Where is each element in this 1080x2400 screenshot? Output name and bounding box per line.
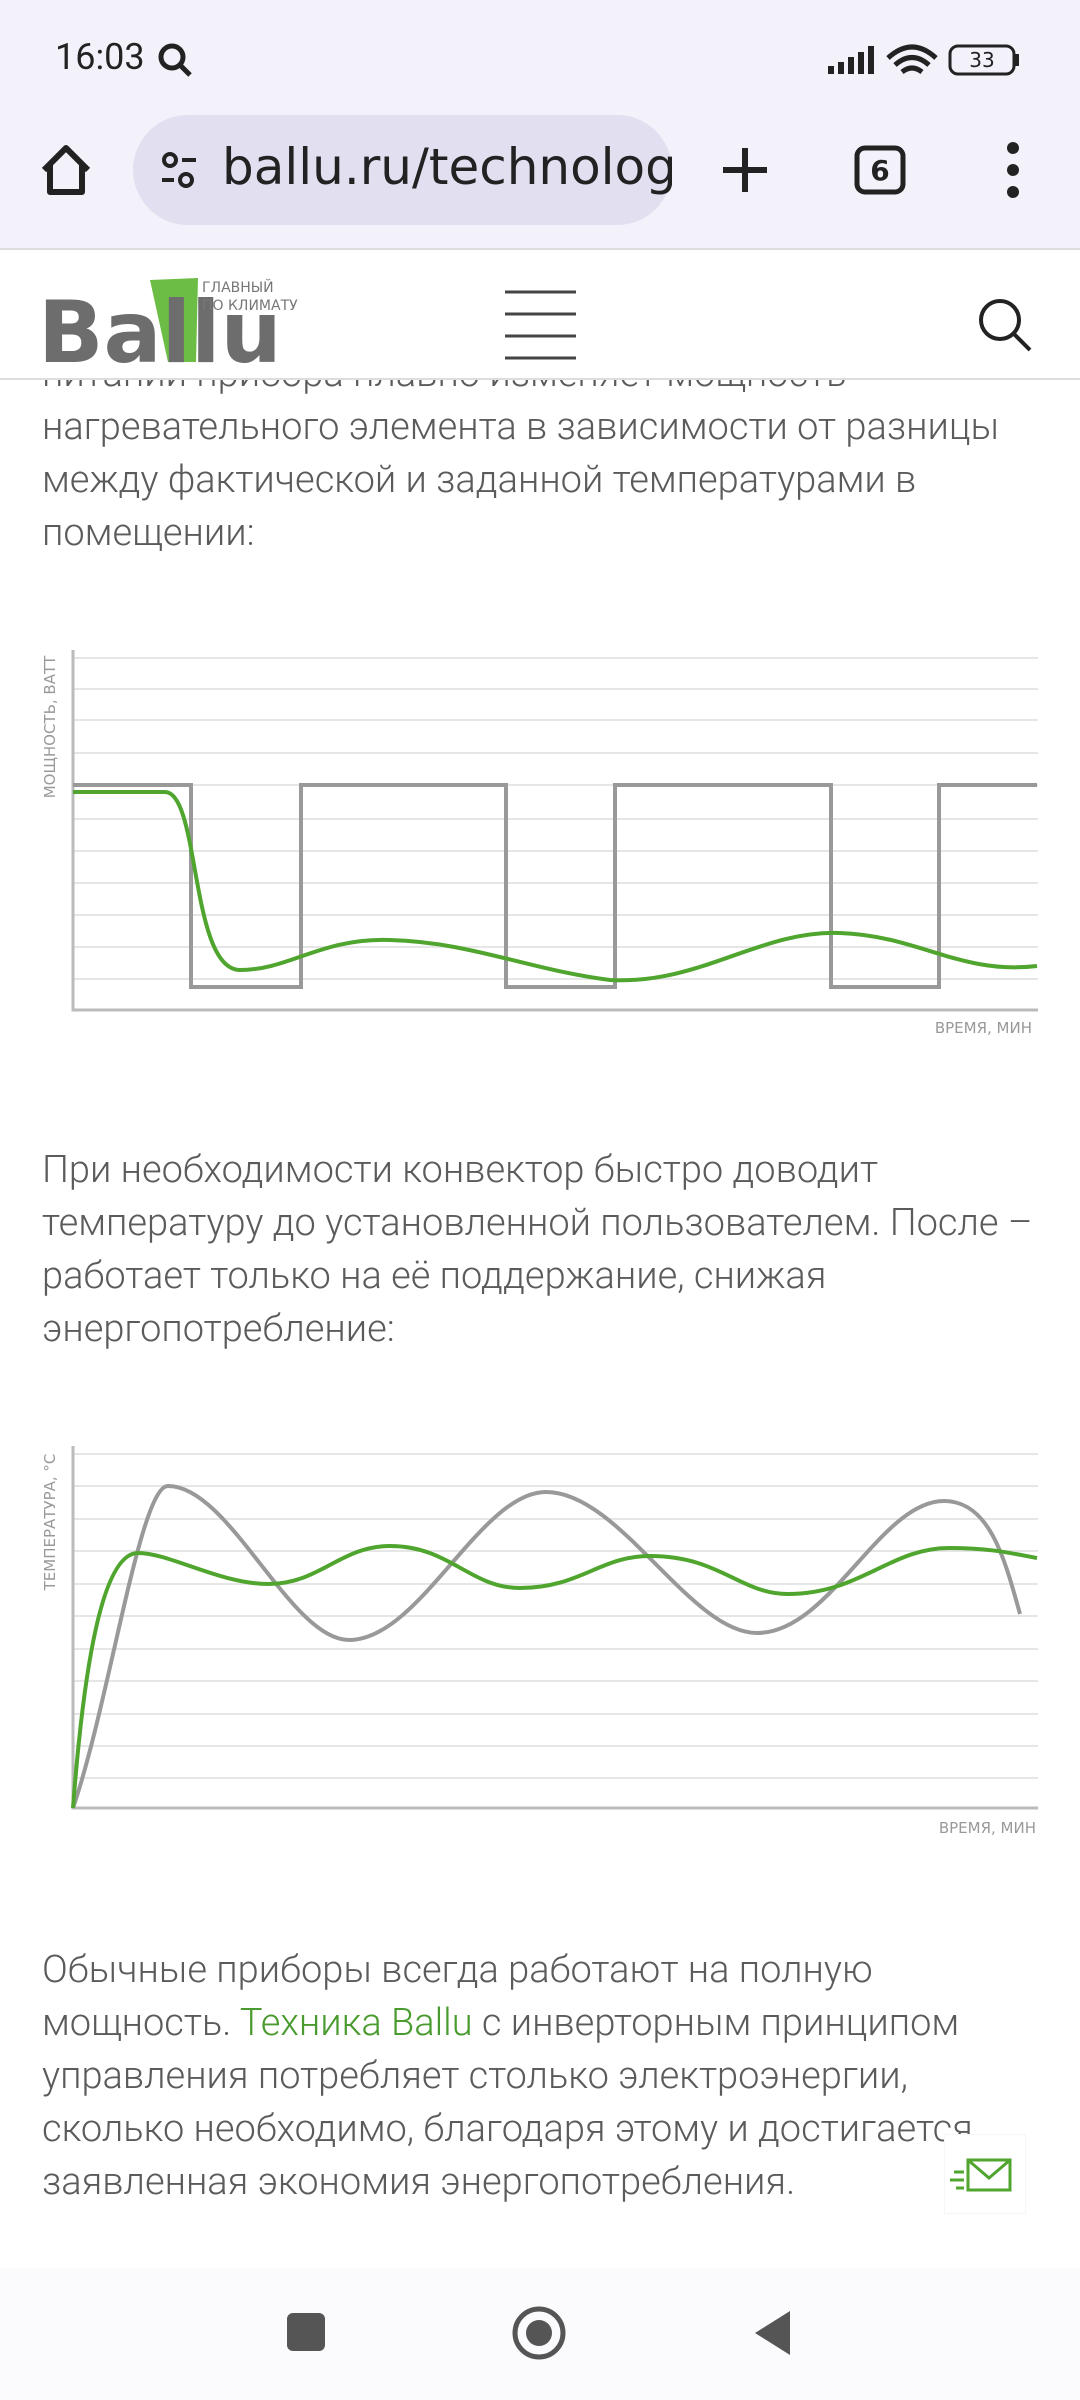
battery-level: 33	[969, 48, 994, 72]
y-axis-label: ТЕМПЕРАТУРА, °С	[41, 1454, 59, 1592]
url[interactable]: ballu.ru/technolog	[222, 138, 677, 196]
tabs-button[interactable]	[854, 145, 906, 195]
power-chart: МОЩНОСТЬ, ВАТТ ВРЕМЯ, МИН	[41, 650, 1038, 1037]
site-header: Ballu ГЛАВНЫЙ ПО КЛИМАТУ	[0, 248, 1080, 383]
x-axis-label: ВРЕМЯ, МИН	[939, 1819, 1036, 1837]
back-button[interactable]	[755, 2311, 790, 2355]
text: Обычные приборы всегда работают на полну…	[42, 1948, 873, 2045]
menu-button[interactable]	[1007, 142, 1019, 198]
paragraph: Обычные приборы всегда работают на полну…	[42, 1944, 1042, 2209]
tab-count: 6	[870, 154, 889, 187]
url-bar[interactable]	[133, 115, 672, 225]
text: с инверторным принципом управления потре…	[42, 2001, 973, 2204]
link[interactable]: Техника Ballu	[239, 2001, 473, 2045]
y-axis-label: МОЩНОСТЬ, ВАТТ	[41, 655, 59, 798]
logo[interactable]: Ballu	[38, 283, 282, 383]
paragraph: При необходимости конвектор быстро довод…	[42, 1148, 1033, 1351]
mail-button[interactable]	[944, 2134, 1026, 2214]
browser-chrome: 16:03 33 ballu.ru/technolog 6	[0, 0, 1080, 248]
hamburger[interactable]	[505, 290, 576, 360]
new-tab[interactable]	[723, 148, 767, 192]
chrome-icons: 33 ballu.ru/technolog 6	[41, 43, 1019, 225]
recents-button[interactable]	[287, 2313, 325, 2351]
x-axis-label: ВРЕМЯ, МИН	[935, 1019, 1032, 1037]
home-button[interactable]	[41, 145, 91, 195]
search[interactable]	[979, 299, 1032, 352]
tagline: ГЛАВНЫЙ	[202, 278, 274, 296]
tagline: ПО КЛИМАТУ	[202, 298, 298, 314]
clock: 16:03	[55, 36, 145, 78]
home-nav[interactable]	[512, 2306, 566, 2360]
temperature-chart: ТЕМПЕРАТУРА, °С ВРЕМЯ, МИН	[41, 1446, 1038, 1837]
nav-bar	[0, 2268, 1080, 2400]
header-icons: Ballu ГЛАВНЫЙ ПО КЛИМАТУ	[38, 278, 1032, 383]
